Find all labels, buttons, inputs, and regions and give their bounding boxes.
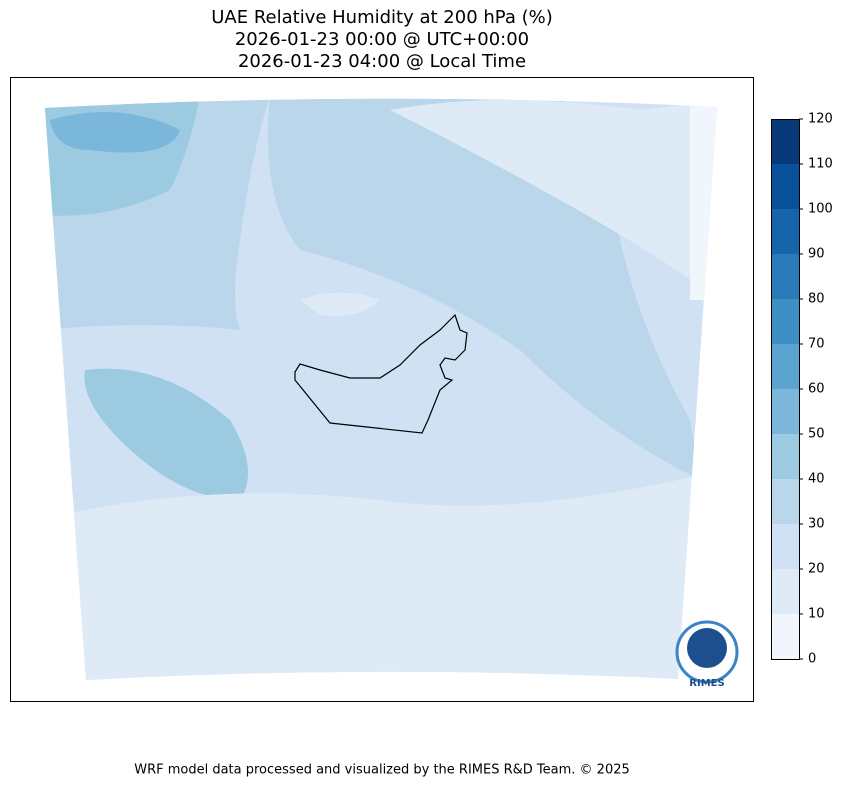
colorbar: 0 10 20 30 40 50 60 70 80 90 100 110 120 <box>771 112 833 667</box>
colorbar-bin <box>771 479 799 524</box>
colorbar-bin <box>771 344 799 389</box>
colorbar-bin <box>771 164 799 209</box>
colorbar-tick-label: 10 <box>808 607 825 622</box>
colorbar-tick-label: 90 <box>808 247 825 262</box>
title-line: UAE Relative Humidity at 200 hPa (%) <box>211 7 552 28</box>
colorbar-tick-label: 80 <box>808 292 825 307</box>
colorbar-tick-label: 120 <box>808 112 833 127</box>
colorbar-tick-label: 110 <box>808 157 833 172</box>
colorbar-tick-label: 70 <box>808 337 825 352</box>
colorbar-tick-label: 30 <box>808 517 825 532</box>
colorbar-bin <box>771 389 799 434</box>
logo-text: RIMES <box>689 678 724 689</box>
humidity-patch <box>84 368 248 500</box>
colorbar-bin <box>771 254 799 299</box>
title-line: 2026-01-23 00:00 @ UTC+00:00 <box>235 29 529 50</box>
colorbar-bin <box>771 569 799 614</box>
footer: WRF model data processed and visualized … <box>134 763 630 778</box>
colorbar-bin <box>771 524 799 569</box>
colorbar-tick-label: 60 <box>808 382 825 397</box>
logo <box>687 628 727 668</box>
humidity-patch <box>390 100 717 300</box>
colorbar-tick-label: 100 <box>808 202 833 217</box>
colorbar-tick-label: 20 <box>808 562 825 577</box>
colorbar-tick-label: 0 <box>808 652 816 667</box>
uae-border <box>294 313 468 434</box>
colorbar-bin <box>771 614 799 659</box>
humidity-patch <box>300 292 380 316</box>
map-frame <box>10 77 754 702</box>
colorbar-bin <box>771 299 799 344</box>
colorbar-tick-label: 50 <box>808 427 825 442</box>
map-area: RIMES <box>10 77 754 702</box>
colorbar-bin <box>771 209 799 254</box>
humidity-patch <box>45 470 717 680</box>
colorbar-bin <box>771 119 799 164</box>
title-line: 2026-01-23 04:00 @ Local Time <box>238 51 526 72</box>
colorbar-bin <box>771 434 799 479</box>
colorbar-tick-label: 40 <box>808 472 825 487</box>
humidity-patch <box>690 100 717 300</box>
humidity-patch <box>50 112 180 153</box>
